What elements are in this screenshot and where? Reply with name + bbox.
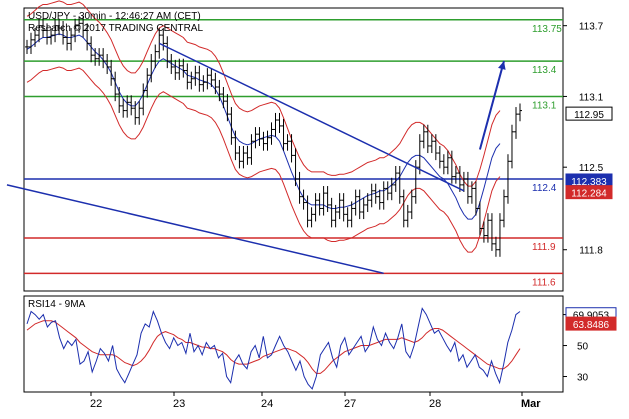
time-axis-label: 22: [90, 398, 102, 410]
price-axis-label: 113.1: [579, 92, 604, 103]
level-label: 112.4: [532, 183, 557, 194]
price-axis-label: 113.7: [579, 22, 604, 33]
rsi-ma-line: [26, 320, 521, 374]
level-label: 111.6: [532, 277, 556, 288]
time-axis-label: 24: [261, 398, 273, 410]
channel-trendline: [6, 184, 384, 275]
rsi-tag-box: [565, 316, 617, 331]
time-axis-label: Mar: [521, 398, 541, 410]
price-layer: 113.75 113.4 113.1 112.4 111.9 111.6: [6, 0, 563, 288]
axis-layer: 113.7 113.1 112.5 111.8 112.95 112.383112.284…: [90, 22, 617, 410]
rsi-tag-label: 63.8486: [573, 320, 610, 331]
price-tag-box: [565, 185, 613, 200]
price-tag-box: [565, 106, 613, 121]
level-label: 113.1: [532, 100, 557, 111]
time-axis-label: 23: [173, 398, 185, 410]
rsi-axis-label: 50: [577, 342, 589, 353]
price-panel: [23, 7, 564, 292]
price-axis-label: 111.8: [579, 246, 603, 257]
level-label: 113.75: [532, 24, 562, 35]
rsi-panel: [23, 295, 564, 393]
rsi-layer: [26, 307, 521, 390]
rsi-panel-title: RSI14 - 9MA: [28, 299, 86, 310]
chart-header-line2: Research © 2017 TRADING CENTRAL: [28, 23, 203, 34]
lower-band-line: [26, 66, 501, 253]
price-tag-label: 112.95: [574, 110, 604, 121]
price-axis-label: 112.5: [579, 163, 604, 174]
rsi-axis-label: 30: [577, 373, 589, 384]
time-axis-label: 27: [344, 398, 356, 410]
chart-header-line1: USD/JPY - 30min - 12:46:27 AM (CET): [28, 11, 201, 22]
target-arrow-head: [498, 61, 506, 70]
rsi-line: [26, 307, 521, 390]
rsi-tag-label: 69.9053: [573, 311, 610, 322]
price-tag-label: 112.284: [571, 189, 607, 200]
target-arrow-shaft: [478, 60, 505, 150]
level-label: 111.9: [532, 242, 556, 253]
level-label: 113.4: [532, 65, 557, 76]
time-axis-label: 28: [429, 398, 441, 410]
price-tag-label: 112.383: [571, 177, 607, 188]
channel-trendline: [158, 42, 465, 192]
upper-band-line: [26, 0, 501, 187]
